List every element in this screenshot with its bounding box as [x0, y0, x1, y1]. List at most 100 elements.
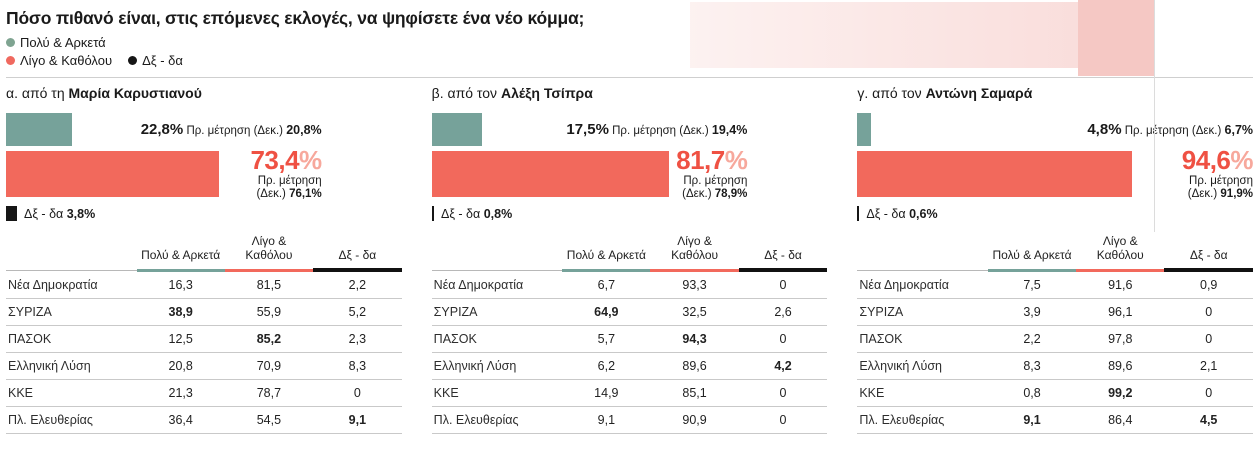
value-cell: 16,3: [136, 270, 225, 300]
party-name: ΚΚΕ: [857, 379, 988, 408]
prev-measure-paren: (Δεκ.): [1187, 188, 1221, 200]
dontknow-value: 0,8%: [483, 206, 513, 221]
prev-measure-label: Πρ. μέτρηση (Δεκ.): [1121, 125, 1225, 137]
bar-row-positive: 4,8% Πρ. μέτρηση (Δεκ.) 6,7%: [857, 113, 1253, 146]
positive-bar-label: 22,8% Πρ. μέτρηση (Δεκ.) 20,8%: [72, 121, 402, 138]
panel-title-subject: Αλέξη Τσίπρα: [500, 85, 593, 101]
dontknow-text: Δξ - δα: [440, 206, 484, 221]
prev-measure-value: 6,7%: [1224, 123, 1254, 137]
value-cell: 0: [313, 379, 402, 408]
column-header: Πολύ & Αρκετά: [136, 234, 225, 272]
value-cell: 7,5: [987, 270, 1077, 300]
table-row: Ελληνική Λύση 20,8 70,9 8,3: [6, 352, 402, 381]
legend-label: Δξ - δα: [142, 53, 183, 68]
prev-measure-label: Πρ. μέτρηση: [683, 174, 748, 187]
negative-bar-label: 81,7% Πρ. μέτρηση (Δεκ.) 78,9%: [669, 147, 828, 201]
party-name: ΣΥΡΙΖΑ: [857, 298, 988, 327]
prev-measure-label: Πρ. μέτρηση (Δεκ.): [608, 125, 712, 137]
value-cell: 0: [1164, 298, 1254, 327]
dontknow-value: 3,8%: [66, 206, 96, 221]
dontknow-label: Δξ - δα 3,8%: [24, 207, 95, 221]
party-name: Ελληνική Λύση: [857, 352, 988, 381]
value-cell: 54,5: [224, 406, 314, 435]
legend: Πολύ & Αρκετά Λίγο & Καθόλου Δξ - δα: [6, 35, 1253, 68]
dontknow-bar: [6, 206, 18, 221]
value-cell: 93,3: [650, 270, 739, 300]
positive-value: 17,5%: [566, 121, 609, 138]
value-cell: 2,3: [313, 325, 402, 354]
value-cell: 2,6: [738, 298, 828, 327]
panel-title-subject: Αντώνη Σαμαρά: [925, 85, 1033, 101]
value-cell: 64,9: [562, 298, 651, 327]
table-row: Ελληνική Λύση 6,2 89,6 4,2: [431, 352, 828, 381]
table-row: ΣΥΡΙΖΑ 64,9 32,5 2,6: [431, 298, 828, 327]
table-row: Νέα Δημοκρατία 6,7 93,3 0: [431, 270, 828, 300]
value-cell: 0: [1164, 325, 1254, 354]
table-row: ΣΥΡΙΖΑ 38,9 55,9 5,2: [6, 298, 402, 327]
negative-bar: [431, 151, 669, 197]
value-cell: 5,7: [562, 325, 651, 354]
column-header: Δξ - δα: [738, 234, 828, 273]
party-name: ΚΚΕ: [6, 379, 137, 408]
party-name: Πλ. Ελευθερίας: [6, 406, 137, 435]
party-table: Πολύ & Αρκετά Λίγο & Καθόλου Δξ - δα Νέα Δη…: [857, 234, 1254, 435]
positive-bar: [857, 113, 872, 146]
percent-sign: %: [299, 144, 322, 175]
legend-item: Λίγο & Καθόλου: [6, 53, 112, 68]
party-name: Πλ. Ελευθερίας: [857, 406, 988, 435]
value-cell: 6,7: [562, 270, 651, 300]
value-cell: 4,2: [738, 352, 828, 381]
party-name: Ελληνική Λύση: [6, 352, 137, 381]
legend-dot-icon: [128, 56, 138, 65]
column-header: Πολύ & Αρκετά: [987, 234, 1077, 272]
panel-title-prefix: β. από τον: [431, 85, 501, 101]
column-header: Λίγο & Καθόλου: [650, 234, 739, 272]
bar-row-dontknow: Δξ - δα 0,8%: [431, 206, 828, 221]
prev-measure-value: 78,9%: [714, 188, 748, 200]
prev-measure-label: Πρ. μέτρηση: [257, 174, 322, 187]
table-row: ΠΑΣΟΚ 12,5 85,2 2,3: [6, 325, 402, 354]
legend-label: Λίγο & Καθόλου: [20, 53, 113, 68]
bar-row-positive: 22,8% Πρ. μέτρηση (Δεκ.) 20,8%: [6, 113, 402, 146]
panel-title: γ. από τον Αντώνη Σαμαρά: [857, 85, 1253, 101]
value-cell: 0: [738, 325, 828, 354]
party-name: ΠΑΣΟΚ: [857, 325, 988, 354]
prev-measure-label: Πρ. μέτρηση (Δεκ.): [183, 125, 287, 137]
party-name: Νέα Δημοκρατία: [857, 270, 988, 300]
bar-row-positive: 17,5% Πρ. μέτρηση (Δεκ.) 19,4%: [431, 113, 828, 146]
dontknow-bar: [431, 206, 434, 221]
value-cell: 91,6: [1076, 270, 1165, 300]
table-row: ΠΑΣΟΚ 2,2 97,8 0: [857, 325, 1254, 354]
dontknow-label: Δξ - δα 0,8%: [441, 207, 512, 221]
table-row: Πλ. Ελευθερίας 9,1 90,9 0: [431, 406, 828, 435]
legend-dot-icon: [6, 38, 15, 47]
column-header: Λίγο & Καθόλου: [224, 234, 314, 272]
dontknow-text: Δξ - δα: [866, 206, 910, 221]
value-cell: 5,2: [313, 298, 402, 327]
value-cell: 32,5: [650, 298, 739, 327]
party-name: ΣΥΡΙΖΑ: [6, 298, 137, 327]
value-cell: 0: [738, 379, 828, 408]
table-row: Νέα Δημοκρατία 16,3 81,5 2,2: [6, 270, 402, 300]
bar-row-dontknow: Δξ - δα 3,8%: [6, 206, 402, 221]
bar-row-dontknow: Δξ - δα 0,6%: [857, 206, 1253, 221]
negative-bar-label: 94,6% Πρ. μέτρηση (Δεκ.) 91,9%: [1132, 144, 1254, 201]
table-row: ΚΚΕ 21,3 78,7 0: [6, 379, 402, 408]
column-header: Πολύ & Αρκετά: [562, 234, 651, 272]
value-cell: 99,2: [1076, 379, 1165, 408]
legend-item: Δξ - δα: [128, 53, 183, 68]
prev-measure-value: 19,4%: [711, 123, 748, 137]
percent-sign: %: [1230, 144, 1254, 175]
positive-value: 22,8%: [140, 121, 184, 138]
value-cell: 70,9: [224, 352, 314, 381]
party-name: ΠΑΣΟΚ: [431, 325, 563, 354]
positive-bar-label: 4,8% Πρ. μέτρηση (Δεκ.) 6,7%: [871, 121, 1253, 138]
negative-bar: [857, 151, 1132, 197]
column-header: Δξ - δα: [313, 234, 402, 273]
party-table: Πολύ & Αρκετά Λίγο & Καθόλου Δξ - δα Νέα Δη…: [6, 234, 402, 435]
prev-measure-line: (Δεκ.) 78,9%: [669, 188, 748, 201]
negative-value: 94,6%: [1181, 144, 1254, 175]
legend-row: Λίγο & Καθόλου Δξ - δα: [6, 53, 1253, 68]
prev-measure-paren: (Δεκ.): [682, 188, 715, 200]
party-name: ΣΥΡΙΖΑ: [431, 298, 563, 327]
